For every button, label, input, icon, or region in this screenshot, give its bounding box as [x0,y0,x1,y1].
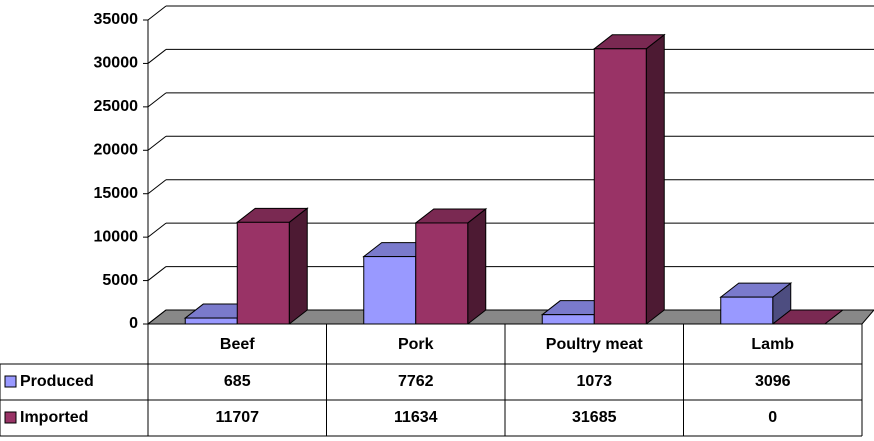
table-value: 685 [224,373,251,390]
grid-diagonal [147,92,167,108]
x-tick-label: Beef [220,336,255,353]
bar [414,207,488,326]
grid-diagonal [147,309,167,325]
legend-swatch [4,375,17,388]
grid-diagonal [147,49,167,64]
grid-diagonal [147,179,167,195]
bar-front [541,314,595,325]
x-tick-label: Pork [398,336,434,353]
grid-diagonal [147,222,167,238]
bar [592,33,666,326]
y-tick-label: 35000 [94,11,139,28]
bar-front [184,317,238,325]
legend-swatch [4,411,17,424]
y-tick-label: 25000 [94,98,139,115]
bar-side [288,207,308,326]
bar-side [645,33,665,326]
table-value: 3096 [755,373,791,390]
table-value: 0 [768,409,777,426]
grid-diagonal [147,266,167,281]
table-value: 7762 [398,373,434,390]
legend-label: Produced [20,373,94,390]
legend-label: Imported [20,409,88,426]
y-tick-label: 10000 [94,228,139,245]
x-tick-label: Poultry meat [546,336,644,353]
bar-front [363,256,417,325]
y-tick-label: 5000 [102,272,138,289]
table-value: 11634 [394,409,438,426]
bar-side [467,207,487,326]
y-tick-label: 15000 [94,185,139,202]
bar-front [415,222,469,325]
y-tick-label: 30000 [94,55,139,72]
bar-front [720,296,774,325]
x-tick-label: Lamb [751,336,794,353]
y-tick-label: 20000 [94,142,139,159]
table-value: 1073 [576,373,612,390]
bar-front [593,48,647,325]
bar-front [236,221,290,325]
table-value: 31685 [572,409,617,426]
bar [719,282,793,326]
y-tick-label: 0 [129,315,138,332]
grid-diagonal [147,5,167,21]
grid-diagonal [147,135,167,151]
table-value: 11707 [215,409,259,426]
bar [235,207,309,326]
